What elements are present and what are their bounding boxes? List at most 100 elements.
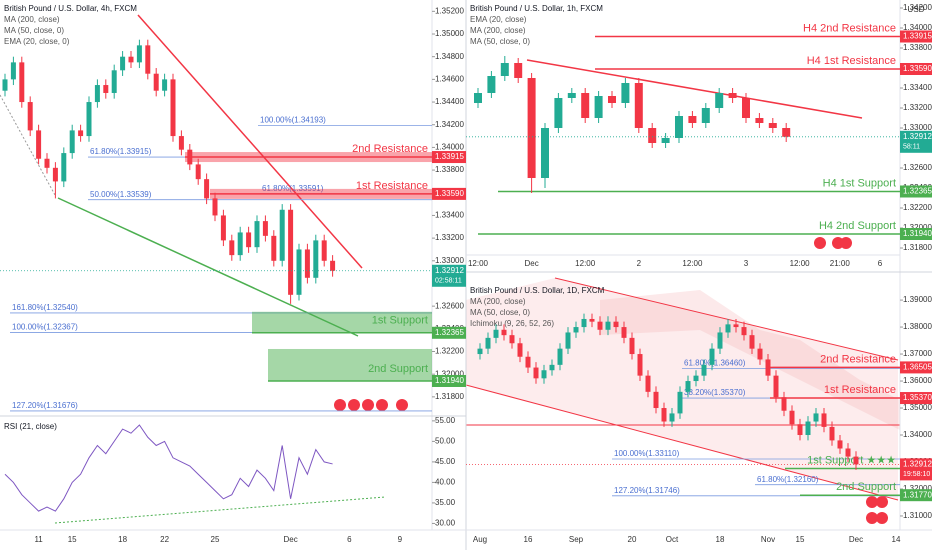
x-tick-label: 12:00 bbox=[790, 259, 811, 268]
candle-body bbox=[195, 164, 201, 180]
candle-body bbox=[782, 128, 791, 137]
legend-entry: MA (200, close) bbox=[4, 15, 60, 24]
fib-label: 161.80%(1.32540) bbox=[12, 303, 78, 312]
candle-body bbox=[621, 327, 627, 338]
candle-body bbox=[237, 232, 243, 256]
y-tick-label: 1.34000 bbox=[435, 143, 464, 152]
price-tag bbox=[900, 185, 932, 198]
candle-body bbox=[477, 348, 483, 355]
x-tick-label: 2 bbox=[637, 259, 642, 268]
candle-body bbox=[220, 215, 226, 241]
price-tag bbox=[900, 361, 932, 374]
candle-body bbox=[701, 108, 710, 123]
candle-body bbox=[597, 321, 603, 330]
candle-body bbox=[594, 96, 603, 118]
price-tag bbox=[432, 264, 466, 287]
candle-body bbox=[296, 249, 302, 295]
candle-body bbox=[645, 375, 651, 392]
candle-body bbox=[94, 85, 100, 103]
candle-body bbox=[554, 98, 563, 128]
fib-label: 61.80%(1.36460) bbox=[684, 359, 746, 368]
candle-body bbox=[509, 335, 515, 344]
x-tick-label: 6 bbox=[347, 535, 352, 544]
level-label: 2nd Support bbox=[368, 363, 428, 375]
level-label: 2nd Support bbox=[836, 481, 896, 493]
candle-body bbox=[549, 364, 555, 371]
event-icon bbox=[362, 399, 374, 411]
y-tick-label: 1.39000 bbox=[903, 295, 932, 304]
event-icon bbox=[396, 399, 408, 411]
price-tag-label: 1.33915 bbox=[435, 152, 464, 161]
x-tick-label: 15 bbox=[796, 535, 805, 544]
fib-label: 61.80%(1.33915) bbox=[90, 147, 152, 156]
x-tick-label: Oct bbox=[666, 535, 679, 544]
price-tag bbox=[900, 458, 932, 481]
y-tick-label: 50.00 bbox=[435, 436, 456, 445]
price-tag-label: 1.32912 bbox=[903, 459, 932, 468]
candle-body bbox=[229, 240, 235, 256]
event-icon bbox=[348, 399, 360, 411]
candle-body bbox=[78, 130, 84, 137]
x-tick-label: 16 bbox=[524, 535, 533, 544]
y-tick-label: 1.34000 bbox=[903, 23, 932, 32]
level-zone bbox=[252, 311, 432, 333]
event-icon bbox=[814, 237, 826, 249]
candle-body bbox=[621, 83, 630, 103]
candle-body bbox=[725, 324, 731, 333]
channel-fill bbox=[466, 278, 898, 500]
y-tick-label: 1.33200 bbox=[435, 233, 464, 242]
candle-body bbox=[837, 440, 843, 449]
fib-label: 127.20%(1.31676) bbox=[12, 401, 78, 410]
event-icon bbox=[876, 496, 888, 508]
fib-label: 100.00%(1.33110) bbox=[614, 449, 680, 458]
candle-body bbox=[669, 413, 675, 422]
candle-body bbox=[527, 78, 536, 178]
candle-body bbox=[187, 149, 193, 165]
y-tick-label: 1.38000 bbox=[903, 322, 932, 331]
price-tag-label: 1.31940 bbox=[435, 376, 464, 385]
candle-body bbox=[768, 123, 777, 128]
x-tick-label: 21:00 bbox=[830, 259, 851, 268]
candle-body bbox=[162, 79, 168, 91]
y-tick-label: 1.35000 bbox=[903, 403, 932, 412]
trend-line bbox=[137, 14, 363, 269]
y-tick-label: 1.32000 bbox=[903, 484, 932, 493]
candle-body bbox=[701, 364, 707, 376]
y-tick-label: 1.31000 bbox=[903, 511, 932, 520]
candle-body bbox=[128, 56, 134, 63]
y-tick-label: 45.00 bbox=[435, 457, 456, 466]
chart-title: British Pound / U.S. Dollar, 1h, FXCM bbox=[470, 4, 603, 13]
candle-body bbox=[685, 381, 691, 392]
candle-body bbox=[27, 102, 33, 131]
x-tick-label: 14 bbox=[892, 535, 901, 544]
candle-body bbox=[829, 426, 835, 441]
candle-body bbox=[204, 179, 210, 199]
candle-body bbox=[567, 93, 576, 98]
candle-body bbox=[501, 329, 507, 336]
legend-entry: MA (50, close, 0) bbox=[470, 308, 530, 317]
level-zone bbox=[268, 348, 432, 381]
x-tick-label: Dec bbox=[849, 535, 863, 544]
x-tick-label: 3 bbox=[744, 259, 749, 268]
candle-body bbox=[613, 321, 619, 328]
x-tick-label: 11 bbox=[34, 535, 43, 544]
x-tick-label: 18 bbox=[716, 535, 725, 544]
candle-body bbox=[178, 136, 184, 150]
fib-label: 61.80%(1.32160) bbox=[757, 475, 819, 484]
candle-body bbox=[533, 367, 539, 379]
rsi-line bbox=[4, 424, 333, 512]
y-tick-label: 1.36000 bbox=[903, 376, 932, 385]
y-tick-label: 1.33000 bbox=[903, 123, 932, 132]
candle-body bbox=[605, 321, 611, 330]
candle-body bbox=[514, 63, 523, 78]
price-tag-label: 1.31770 bbox=[903, 490, 932, 499]
x-tick-label: Aug bbox=[473, 535, 487, 544]
candle-body bbox=[573, 327, 579, 333]
ichimoku-cloud bbox=[600, 290, 900, 430]
level-label: H4 1st Resistance bbox=[807, 55, 896, 67]
x-tick-label: 12:00 bbox=[468, 259, 489, 268]
countdown: 58:11 bbox=[903, 144, 920, 151]
y-tick-label: 1.33400 bbox=[435, 211, 464, 220]
y-tick-label: 1.32200 bbox=[435, 347, 464, 356]
trend-line bbox=[54, 496, 386, 524]
